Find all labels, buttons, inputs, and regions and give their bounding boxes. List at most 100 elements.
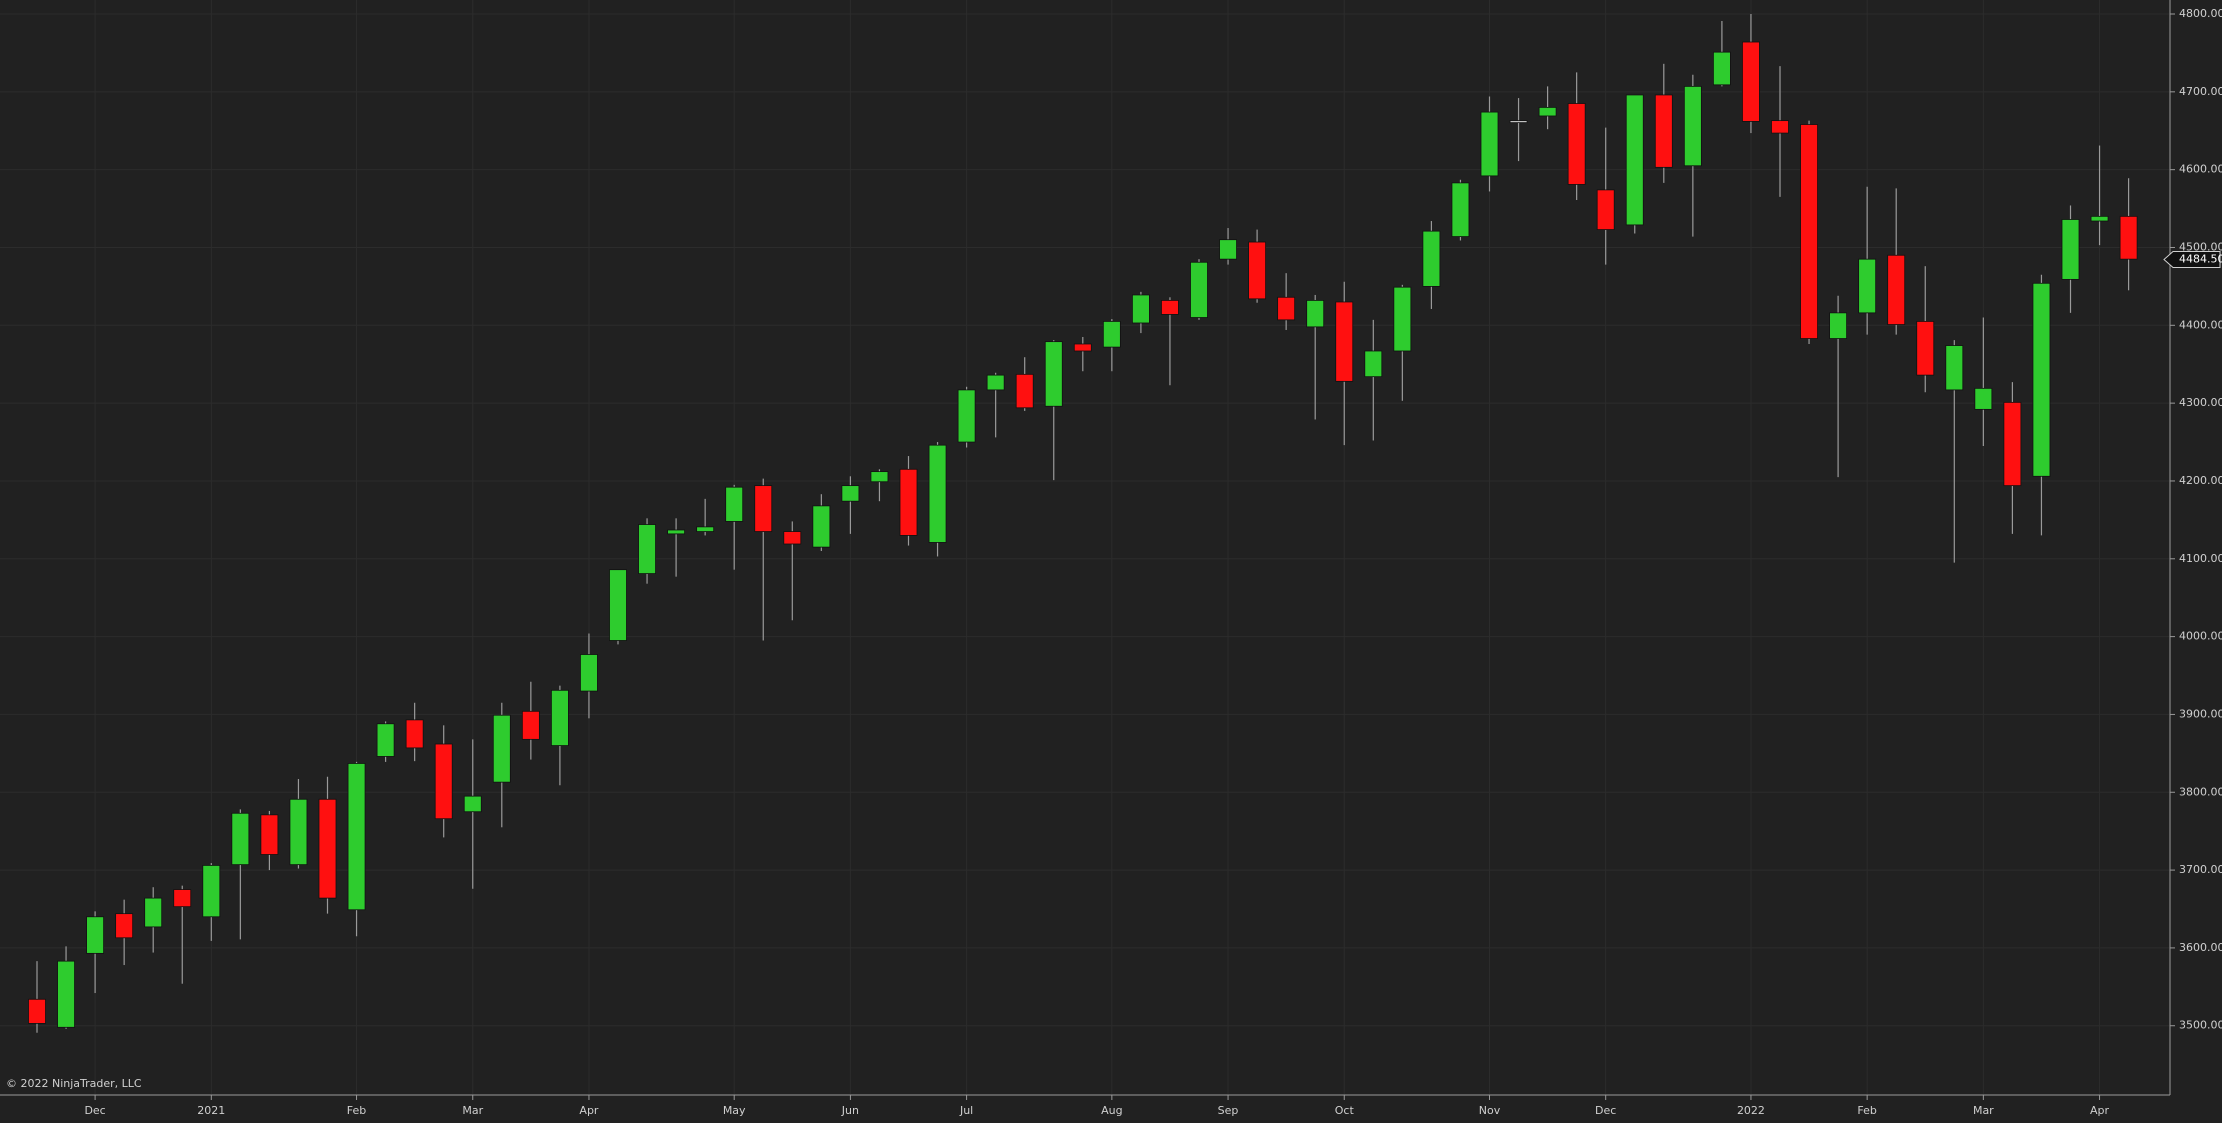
candle-body (2061, 219, 2080, 280)
candle-body (1916, 321, 1935, 376)
candle-body (783, 531, 802, 545)
candle-body (1132, 294, 1150, 324)
candle-body (231, 812, 250, 866)
candle-body (1683, 85, 1702, 167)
candle-body (86, 916, 104, 954)
candle-body (1625, 94, 1644, 226)
candle-body (1073, 343, 1092, 352)
candle-body (1509, 120, 1528, 124)
candle-body (1451, 182, 1470, 237)
candle-body (1945, 345, 1964, 391)
candle-body (115, 913, 134, 939)
candle-body (1480, 111, 1499, 177)
candle-body (986, 374, 1005, 391)
candle-body (1335, 301, 1354, 382)
y-tick-label: 4600.00 (2179, 163, 2222, 176)
candle-body (289, 798, 308, 866)
candle-body (173, 889, 192, 908)
candle-body (2090, 215, 2109, 222)
candle-body (957, 389, 976, 443)
candle-body (434, 743, 453, 820)
candle-body (609, 569, 627, 641)
x-tick-label: Sep (1218, 1104, 1239, 1117)
x-tick-label: Oct (1335, 1104, 1355, 1117)
candle-body (1306, 300, 1325, 328)
candle-body (492, 714, 511, 783)
candle-body (28, 998, 46, 1024)
candle-body (318, 798, 337, 899)
candle-body (1654, 94, 1673, 168)
x-tick-label: Apr (2090, 1104, 2110, 1117)
candle-body (1800, 124, 1818, 339)
candle-body (696, 526, 715, 532)
candle-body (1567, 103, 1586, 185)
y-tick-label: 4400.00 (2179, 318, 2222, 331)
candle-body (521, 710, 540, 740)
candle-body (376, 723, 395, 757)
x-tick-label: Jul (959, 1104, 973, 1117)
candle-body (1887, 254, 1906, 325)
x-tick-label: Aug (1101, 1104, 1122, 1117)
x-tick-label: Dec (84, 1104, 105, 1117)
x-tick-label: Feb (347, 1104, 366, 1117)
x-tick-label: May (723, 1104, 746, 1117)
candle-body (347, 763, 366, 911)
x-tick-label: Dec (1595, 1104, 1616, 1117)
candle-body (667, 529, 685, 535)
candle-body (1713, 51, 1731, 86)
x-tick-label: Apr (579, 1104, 599, 1117)
y-tick-label: 3600.00 (2179, 941, 2222, 954)
candle-body (1771, 120, 1789, 134)
candle-body (1161, 300, 1179, 315)
y-tick-label: 4500.00 (2179, 240, 2222, 253)
y-tick-label: 4300.00 (2179, 396, 2222, 409)
candle-body (463, 795, 482, 813)
candle-body (754, 485, 773, 532)
candle-body (1248, 241, 1266, 300)
candle-body (1742, 41, 1760, 122)
last-price-label: 4484.50 (2179, 253, 2222, 266)
candle-body (1974, 387, 1993, 410)
candle-body (1538, 106, 1557, 117)
candle-body (2003, 401, 2022, 487)
candle-body (899, 468, 918, 536)
candle-body (725, 486, 744, 522)
y-tick-label: 3500.00 (2179, 1019, 2222, 1032)
candle-body (1044, 341, 1063, 407)
candle-body (1190, 261, 1208, 318)
candle-body (144, 897, 163, 928)
y-tick-label: 3800.00 (2179, 785, 2222, 798)
candle-body (1422, 230, 1441, 287)
y-tick-label: 4800.00 (2179, 7, 2222, 20)
x-tick-label: Jun (841, 1104, 859, 1117)
candle-body (260, 814, 279, 855)
candle-body (202, 865, 221, 918)
candle-body (1102, 321, 1121, 348)
candle-body (1015, 373, 1034, 409)
y-tick-label: 3900.00 (2179, 707, 2222, 720)
candle-body (1596, 189, 1615, 230)
candle-body (928, 444, 947, 543)
candle-body (870, 471, 889, 483)
candle-body (57, 960, 75, 1028)
candle-body (1219, 239, 1237, 260)
copyright: © 2022 NinjaTrader, LLC (6, 1077, 142, 1090)
y-tick-label: 4100.00 (2179, 552, 2222, 565)
grid (0, 0, 2170, 1095)
x-tick-label: 2021 (197, 1104, 225, 1117)
candle-body (2119, 215, 2138, 260)
y-tick-label: 4000.00 (2179, 630, 2222, 643)
y-tick-label: 4700.00 (2179, 85, 2222, 98)
last-price-marker (2163, 251, 2221, 269)
candle-body (405, 719, 424, 749)
candle-body (1393, 286, 1412, 352)
candle-body (551, 689, 569, 746)
x-tick-label: Mar (462, 1104, 483, 1117)
x-tick-label: Nov (1479, 1104, 1501, 1117)
candle-body (1829, 312, 1847, 339)
candle-body (2032, 282, 2051, 477)
